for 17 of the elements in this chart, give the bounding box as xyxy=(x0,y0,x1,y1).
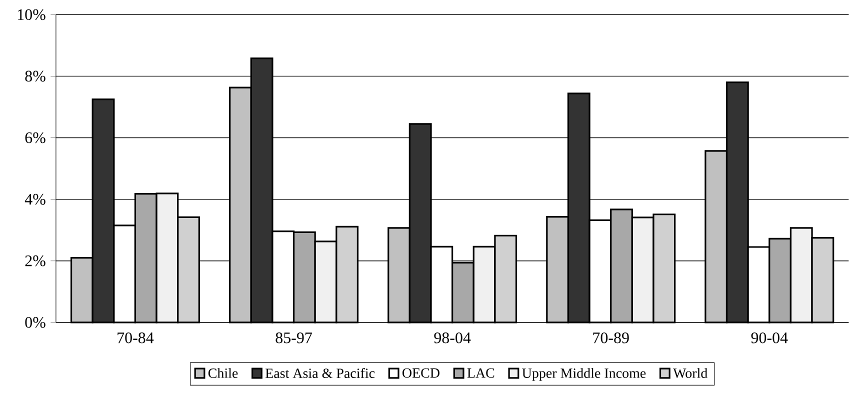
x-tick-label: 85-97 xyxy=(276,332,312,344)
y-tick-label: 8% xyxy=(25,70,46,82)
x-tick-label: 70-84 xyxy=(118,332,154,344)
legend-label: LAC xyxy=(467,368,494,378)
y-tick-label: 0% xyxy=(25,317,46,328)
legend-label: Upper Middle Income xyxy=(522,368,646,381)
x-tick-label: 70-89 xyxy=(593,332,629,344)
y-tick-label: 4% xyxy=(24,194,46,205)
y-tick-label: 10% xyxy=(18,9,46,20)
legend-label: Chile xyxy=(208,368,238,378)
legend-label: OECD xyxy=(402,368,440,378)
legend-label: World xyxy=(673,368,708,378)
y-tick-label: 6% xyxy=(25,132,46,144)
x-tick-label: 98-04 xyxy=(434,332,471,344)
legend-label: East Asia & Pacific xyxy=(265,368,375,378)
y-tick-label: 2% xyxy=(25,256,46,266)
x-tick-label: 90-04 xyxy=(751,332,788,344)
